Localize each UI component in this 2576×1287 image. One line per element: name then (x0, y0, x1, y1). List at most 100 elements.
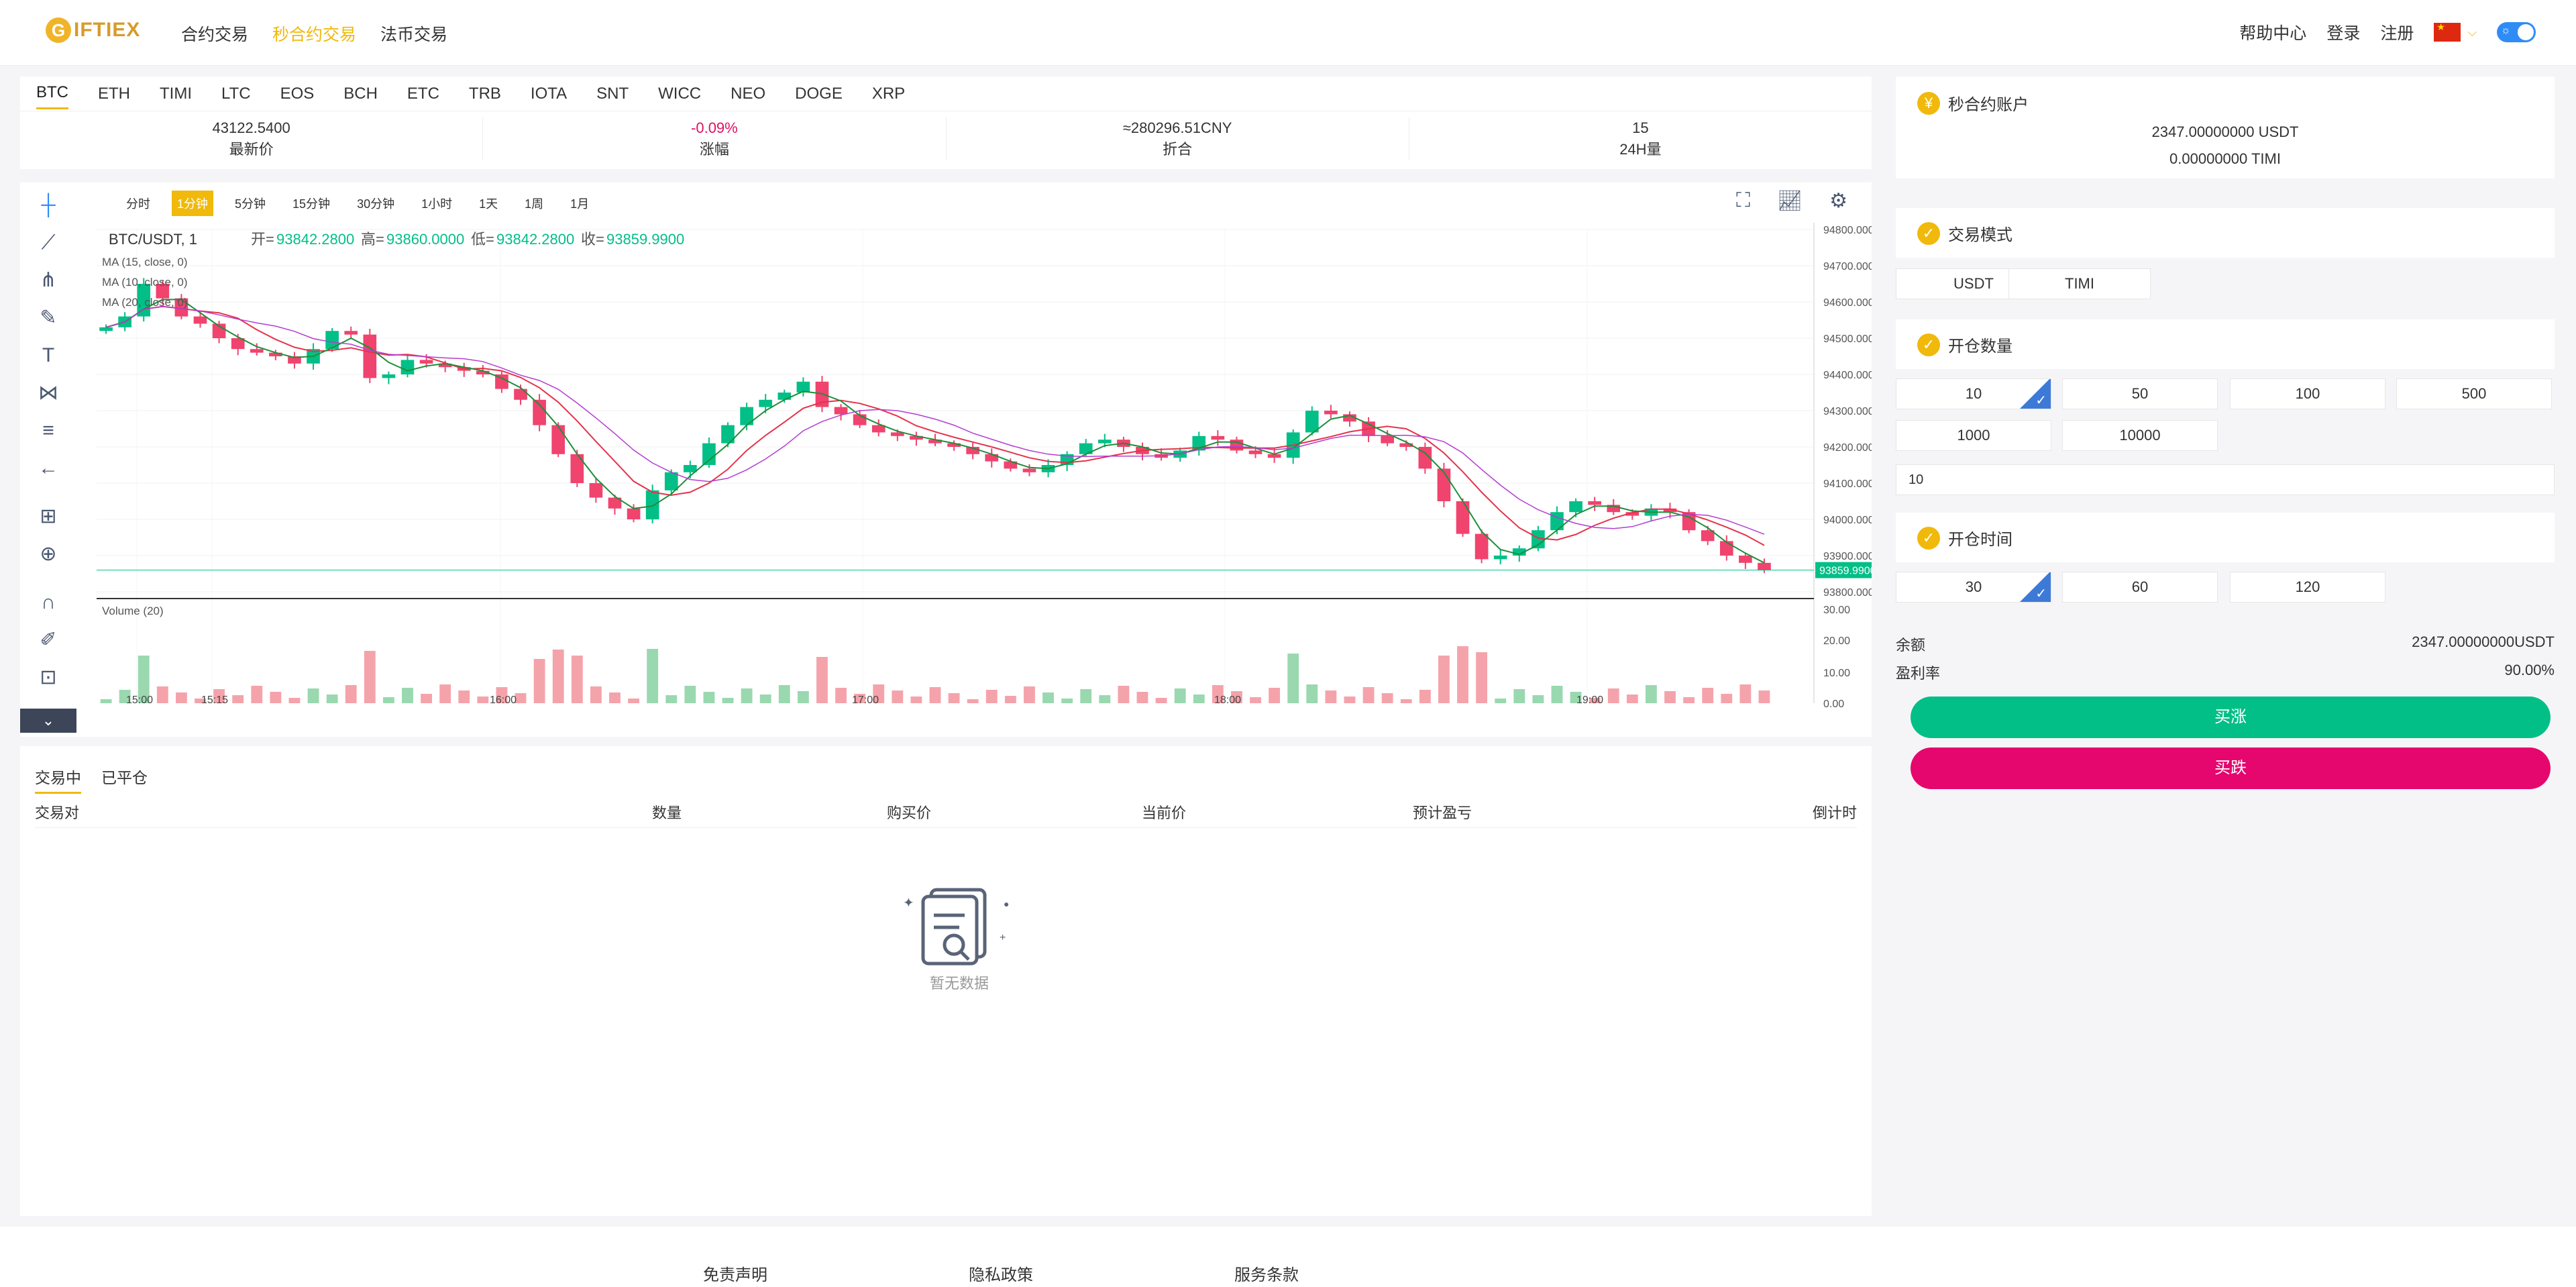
volume-bar (571, 656, 583, 703)
last-price-badge (1815, 562, 1872, 578)
candle-body (570, 454, 584, 483)
coin-tab-doge[interactable]: DOGE (795, 84, 843, 103)
coin-tab-wicc[interactable]: WICC (658, 84, 702, 103)
zoom-in-icon[interactable]: ⊕ (40, 543, 57, 565)
coin-tab-neo[interactable]: NEO (731, 84, 766, 103)
volume-bar (1589, 698, 1601, 703)
time-option-120[interactable]: 120 (2230, 572, 2385, 603)
qty-option-1000[interactable]: 1000 (1896, 420, 2051, 451)
coin-tab-btc[interactable]: BTC (36, 78, 68, 109)
footer-terms[interactable]: 服务条款 (1234, 1266, 1299, 1284)
brush-icon[interactable]: ✎ (40, 307, 57, 329)
col-countdown: 倒计时 (1812, 805, 1857, 821)
interval-1mo[interactable]: 1月 (570, 197, 590, 211)
ma20-label: MA (20, close, 0) (102, 296, 188, 309)
candle-body (608, 497, 622, 509)
register-link[interactable]: 注册 (2380, 24, 2414, 43)
chevron-down-icon: ⌵ (2467, 25, 2477, 39)
volume-bar (1042, 692, 1054, 703)
coin-tab-timi[interactable]: TIMI (160, 84, 192, 103)
candle-body (1569, 501, 1582, 513)
lock-icon[interactable]: ⊡ (40, 666, 57, 688)
candle-body (1437, 468, 1451, 501)
lock-pen-icon[interactable]: ✐ (40, 629, 57, 651)
indicators-icon[interactable]: 📈︎ (1777, 190, 1803, 212)
volume-bar (515, 693, 527, 703)
collapse-chevron-icon[interactable]: ⌄ (20, 709, 76, 733)
coin-tab-etc[interactable]: ETC (407, 84, 439, 103)
interval-5m[interactable]: 5分钟 (235, 197, 266, 211)
theme-toggle[interactable]: ☼ (2497, 22, 2536, 42)
volume-bar (910, 697, 922, 703)
volume-bars (100, 646, 1770, 703)
logo[interactable]: G IFTIEX (46, 17, 140, 43)
volume-bar (1136, 692, 1148, 703)
volume-bar (402, 688, 413, 703)
candle-body (250, 349, 264, 353)
interval-15m[interactable]: 15分钟 (292, 197, 331, 211)
help-center-link[interactable]: 帮助中心 (2239, 24, 2307, 43)
back-arrow-icon[interactable]: ← (38, 457, 58, 479)
account-card: ¥ 秒合约账户 2347.00000000 USDT 0.00000000 TI… (1896, 76, 2555, 178)
nav-second-contract[interactable]: 秒合约交易 (272, 25, 357, 44)
coin-tab-eos[interactable]: EOS (280, 84, 315, 103)
magnet-icon[interactable]: ∩ (41, 591, 56, 613)
qty-option-10[interactable]: 10 ✓ (1896, 378, 2051, 409)
text-icon[interactable]: T (42, 344, 55, 366)
time-option-30[interactable]: 30 ✓ (1896, 572, 2051, 603)
footer-disclaimer[interactable]: 免责声明 (703, 1266, 767, 1284)
interval-1m[interactable]: 1分钟 (172, 191, 214, 216)
coin-tab-iota[interactable]: IOTA (530, 84, 568, 103)
buy-down-button[interactable]: 买跌 (1911, 748, 2551, 789)
price-tick-label: 94800.0000 (1823, 225, 1872, 236)
crosshair-icon[interactable]: ┼ (41, 194, 56, 216)
pattern-icon[interactable]: ⋈ (38, 382, 58, 404)
footer-privacy[interactable]: 隐私政策 (969, 1266, 1033, 1284)
interval-30m[interactable]: 30分钟 (357, 197, 395, 211)
qty-option-100[interactable]: 100 (2230, 378, 2385, 409)
interval-1d[interactable]: 1天 (479, 197, 498, 211)
coin-tab-xrp[interactable]: XRP (871, 84, 906, 103)
language-selector[interactable]: ⌵ (2434, 21, 2477, 42)
qty-input[interactable]: 10 (1896, 464, 2555, 495)
qty-option-50[interactable]: 50 (2062, 378, 2218, 409)
svg-text:+: + (1000, 932, 1006, 943)
interval-tick[interactable]: 分时 (126, 197, 150, 211)
candle-body (1532, 530, 1545, 549)
price-chart[interactable]: 94800.0000 94700.0000 94600.0000 94500.0000… (76, 183, 1872, 710)
measure-icon[interactable]: ≡ (42, 419, 54, 442)
coin-tab-snt[interactable]: SNT (596, 84, 629, 103)
fork-icon[interactable]: ⋔ (40, 269, 57, 291)
coin-tab-bch[interactable]: BCH (343, 84, 378, 103)
interval-1w[interactable]: 1周 (525, 197, 544, 211)
nav-contract-trading[interactable]: 合约交易 (181, 25, 249, 44)
nav-fiat-trading[interactable]: 法币交易 (380, 25, 448, 44)
coin-tab-eth[interactable]: ETH (98, 84, 130, 103)
settings-gear-icon[interactable]: ⚙ (1829, 190, 1847, 212)
buy-up-button[interactable]: 买涨 (1911, 697, 2551, 738)
coin-tab-trb[interactable]: TRB (468, 84, 501, 103)
volume-bar (1495, 699, 1507, 703)
mode-timi-option[interactable]: TIMI (2008, 268, 2151, 299)
mode-usdt-option[interactable]: USDT ✓ (1896, 268, 2051, 299)
coin-tab-ltc[interactable]: LTC (221, 84, 251, 103)
ruler-icon[interactable]: ⊞ (40, 505, 57, 527)
stat-label: 折合 (1163, 141, 1193, 158)
trendline-icon[interactable]: ⟋ (41, 231, 56, 254)
volume-bar (741, 688, 753, 703)
qty-option-500[interactable]: 500 (2396, 378, 2552, 409)
fullscreen-icon[interactable]: ⛶ (1736, 189, 1750, 211)
time-option-60[interactable]: 60 (2062, 572, 2218, 603)
login-link[interactable]: 登录 (2326, 24, 2361, 43)
interval-1h[interactable]: 1小时 (421, 197, 453, 211)
stat-label: 涨幅 (699, 141, 729, 158)
tab-open-orders[interactable]: 交易中 (35, 765, 81, 794)
tab-closed-orders[interactable]: 已平仓 (101, 769, 148, 786)
open-time-title: ✓ 开仓时间 (1896, 513, 2555, 550)
volume-bar (985, 690, 998, 703)
volume-bar (854, 694, 866, 703)
candle-body (1267, 454, 1281, 458)
volume-bar (892, 690, 904, 703)
qty-option-10000[interactable]: 10000 (2062, 420, 2218, 451)
volume-bar (1645, 685, 1657, 703)
